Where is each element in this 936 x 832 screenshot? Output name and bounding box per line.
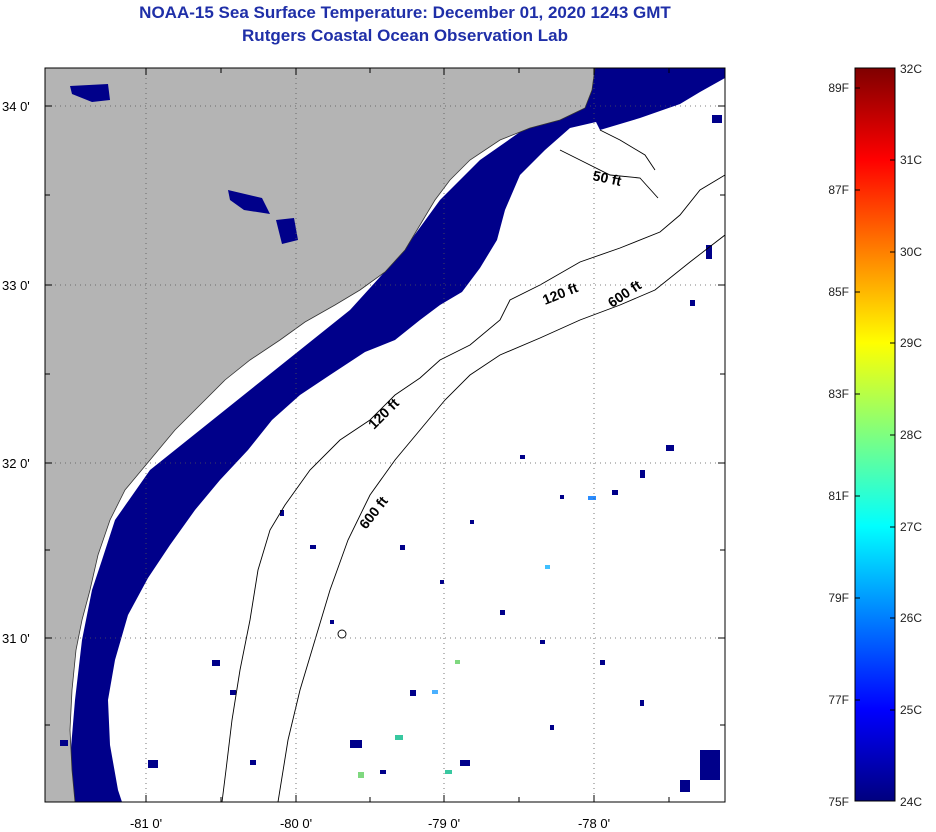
colorbar-f-label: 79F [828, 591, 849, 605]
lon-label: -78 0' [578, 816, 610, 831]
lon-label: -81 0' [130, 816, 162, 831]
lat-label: 31 0' [2, 631, 30, 646]
lat-label: 34 0' [2, 99, 30, 114]
lat-label: 33 0' [2, 278, 30, 293]
colorbar-c-label: 25C [900, 703, 922, 717]
colorbar-c-label: 28C [900, 428, 922, 442]
lat-label: 32 0' [2, 456, 30, 471]
contour-600ft [277, 234, 725, 802]
colorbar-f-label: 81F [828, 489, 849, 503]
inland-lake [228, 190, 270, 214]
colorbar-f-label: 83F [828, 387, 849, 401]
inland-lake [276, 218, 298, 244]
colorbar-c-label: 24C [900, 795, 922, 809]
map-area [45, 68, 725, 802]
colorbar-f-label: 85F [828, 285, 849, 299]
contour-120ft [221, 174, 725, 802]
colorbar-f-label: 75F [828, 795, 849, 809]
colorbar-f-label: 87F [828, 183, 849, 197]
colorbar-f-ticks [855, 87, 895, 711]
colorbar-f-label: 77F [828, 693, 849, 707]
contour-50ft [559, 129, 659, 199]
graticule [45, 68, 725, 802]
axis-ticks [45, 68, 725, 802]
cold-water-strip [598, 68, 650, 125]
colorbar-c-label: 31C [900, 153, 922, 167]
inland-lake [70, 84, 110, 102]
colorbar [854, 67, 896, 802]
contour-label-50ft: 50 ft [591, 167, 623, 189]
scattered-sst-pixels [60, 115, 722, 792]
map-subtitle: Rutgers Coastal Ocean Observation Lab [242, 26, 568, 45]
colorbar-c-label: 26C [900, 611, 922, 625]
land-mass [45, 68, 596, 802]
colorbar-c-label: 30C [900, 245, 922, 259]
lon-label: -79 0' [428, 816, 460, 831]
colorbar-c-label: 27C [900, 520, 922, 534]
cold-water-band [70, 68, 725, 802]
lon-label: -80 0' [280, 816, 312, 831]
seamount-contour [337, 629, 347, 639]
map-frame [44, 67, 726, 803]
colorbar-c-label: 29C [900, 336, 922, 350]
colorbar-c-label: 32C [900, 62, 922, 76]
map-title: NOAA-15 Sea Surface Temperature: Decembe… [139, 3, 671, 22]
colorbar-f-label: 89F [828, 81, 849, 95]
warm-sst-pixels [358, 496, 596, 778]
